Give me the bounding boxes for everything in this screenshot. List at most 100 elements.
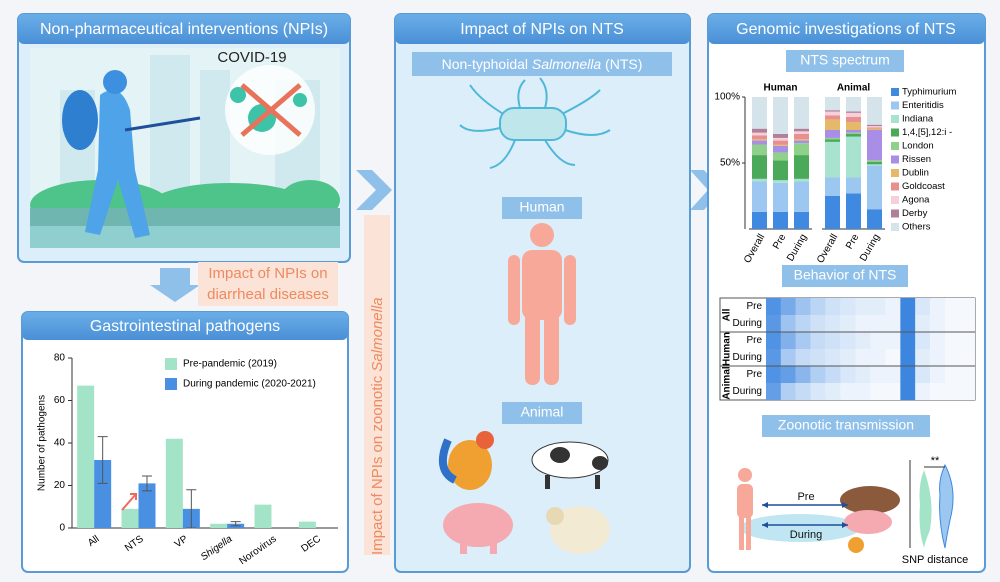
bar-segment [867, 165, 882, 210]
heatmap-cell [840, 315, 856, 332]
section-label: NTS spectrum [800, 52, 889, 68]
bar-segment [794, 133, 809, 140]
heatmap: PreDuringPreDuringPreDuringAllHumanAnima… [719, 297, 976, 401]
bar-segment [825, 139, 840, 142]
panel-title: Non-pharmaceutical interventions (NPIs) [40, 21, 328, 38]
chevron [356, 170, 392, 210]
subtitle-part: (NTS) [601, 56, 642, 72]
heatmap-cell [915, 298, 931, 315]
error-bar [142, 475, 152, 492]
bar-segment [846, 130, 861, 133]
bar-segment [794, 128, 809, 132]
heatmap-cell [960, 332, 975, 349]
group-label: Animal [722, 366, 733, 400]
heatmap-cell [825, 349, 841, 366]
legend-label: Derby [902, 208, 928, 219]
group-label: Animal [837, 83, 871, 94]
heatmap-cell [766, 298, 781, 315]
heatmap-cell [915, 349, 931, 366]
bar-segment [752, 144, 767, 156]
bar-segment [794, 139, 809, 141]
heatmap-cell [780, 383, 796, 400]
bar-segment [867, 161, 882, 165]
gi-panel: Gastrointestinal pathogens [21, 311, 349, 573]
heatmap-cell [885, 366, 901, 383]
bar-segment [846, 193, 861, 229]
heatmap-cell [930, 315, 946, 332]
link-text: diarrheal diseases [207, 286, 329, 303]
bar-segment [773, 160, 788, 181]
heatmap-cell [885, 349, 901, 366]
bar-segment [773, 211, 788, 229]
subtitle-part: Non-typhoidal [442, 56, 532, 72]
bar-segment [794, 181, 809, 212]
heatmap-cell [930, 332, 946, 349]
section-label: Human [519, 199, 564, 215]
heatmap-cell [930, 298, 946, 315]
heatmap-cell [930, 383, 946, 400]
bar-segment [867, 164, 882, 166]
heatmap-cell [840, 349, 856, 366]
bar [121, 508, 139, 528]
bar-segment [773, 133, 788, 138]
bar [254, 504, 272, 528]
row-label: During [733, 386, 762, 397]
heatmap-cell [780, 366, 796, 383]
bar-segment [752, 181, 767, 212]
heatmap-cell [766, 366, 781, 383]
legend-label: Dublin [902, 168, 929, 179]
heatmap-cell [900, 315, 916, 332]
bar-segment [794, 143, 809, 156]
legend-swatch [891, 101, 899, 110]
bar-segment [846, 111, 861, 113]
legend-swatch [891, 88, 899, 96]
bar [298, 521, 316, 528]
link-box [198, 262, 338, 306]
heatmap-cell [840, 332, 856, 349]
link-text-part: Impact of NPIs on zoonotic [369, 372, 386, 555]
legend-swatch [891, 169, 899, 177]
bar-segment [825, 196, 840, 229]
heatmap-cell [780, 315, 796, 332]
bar-segment [846, 177, 861, 194]
arrow-label: During [790, 529, 822, 541]
heatmap-cell [810, 383, 826, 400]
heatmap-cell [855, 383, 871, 400]
row-label: During [733, 318, 762, 329]
heatmap-cell [945, 332, 961, 349]
heatmap-cell [930, 349, 946, 366]
heatmap-cell [840, 366, 856, 383]
bar-segment [752, 155, 767, 179]
heatmap-cell [945, 315, 961, 332]
legend-label: Typhimurium [902, 87, 956, 98]
bar-segment [846, 116, 861, 123]
legend-label: 1,4,[5],12:i - [902, 127, 952, 138]
y-tick-label: 100% [714, 92, 740, 103]
bar [94, 460, 112, 528]
bar-segment [867, 124, 882, 127]
y-tick-label: 40 [54, 438, 66, 449]
heatmap-cell [885, 298, 901, 315]
covid-label: COVID-19 [217, 49, 286, 66]
heatmap-cell [825, 332, 841, 349]
bar-segment [825, 115, 840, 120]
heatmap-cell [780, 298, 796, 315]
panel-title: Gastrointestinal pathogens [90, 318, 280, 335]
heatmap-cell [900, 383, 916, 400]
legend-label: London [902, 141, 934, 152]
section-label: Behavior of NTS [794, 267, 897, 283]
heatmap-cell [825, 366, 841, 383]
bar-segment [825, 137, 840, 140]
legend-label: Agona [902, 195, 930, 206]
bar-segment [752, 211, 767, 229]
bar-segment [752, 132, 767, 136]
heatmap-cell [870, 366, 886, 383]
bar-segment [846, 97, 861, 112]
link-text: Impact of NPIs on zoonotic Salmonella [369, 297, 386, 555]
panel-title: Genomic investigations of NTS [736, 21, 956, 38]
heatmap-cell [900, 298, 916, 315]
bar-segment [794, 97, 809, 129]
bar-segment [867, 130, 882, 161]
